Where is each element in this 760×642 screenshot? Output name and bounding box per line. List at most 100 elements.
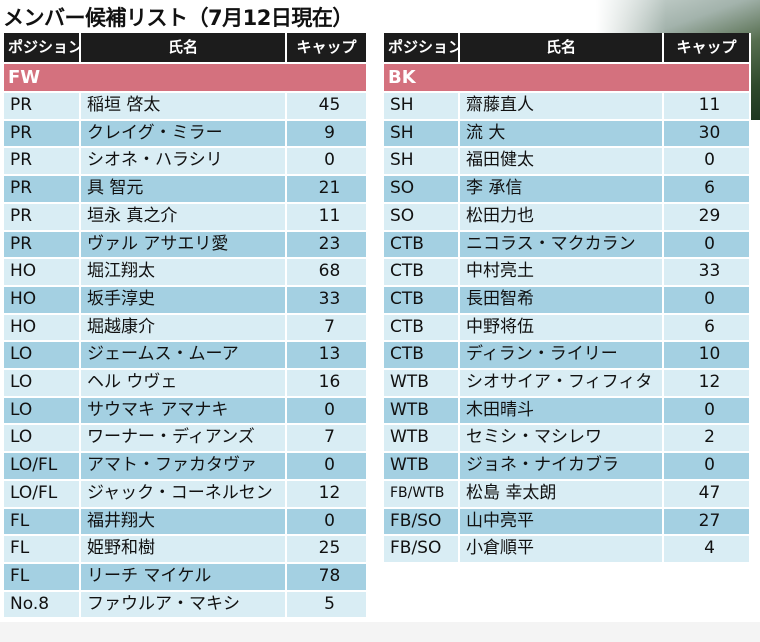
position-cell: LO (4, 396, 81, 426)
table-row: LO サウマキ アマナキ 0 (4, 396, 368, 426)
table-row: LO/FL アマト・ファカタヴァ 0 (4, 452, 368, 481)
player-name-cell: 齋藤直人 (459, 92, 664, 121)
caps-cell: 27 (663, 507, 751, 537)
caps-cell: 33 (663, 258, 751, 287)
caps-cell: 0 (286, 452, 368, 481)
player-name-cell: 長田智希 (459, 285, 664, 315)
player-name-cell: 松田力也 (459, 202, 664, 232)
caps-cell: 23 (286, 230, 368, 260)
table-row: WTB シオサイア・フィフィタ 12 (384, 369, 751, 398)
table-row: No.8 ファウルア・マキシ 5 (4, 590, 368, 620)
player-name-cell: 具 智元 (80, 175, 287, 204)
position-cell: No.8 (4, 590, 81, 620)
caps-cell: 4 (663, 535, 751, 564)
caps-cell: 21 (286, 175, 368, 204)
player-name-cell: ヘル ウヴェ (80, 369, 287, 398)
caps-cell: 0 (663, 230, 751, 260)
table-row: FL リーチ マイケル 78 (4, 562, 368, 592)
player-name-cell: 福井翔大 (80, 507, 287, 537)
group-row-fw: FW (4, 63, 368, 93)
position-cell: SH (384, 92, 460, 121)
position-cell: SO (384, 175, 460, 204)
position-cell: FL (4, 507, 81, 537)
position-cell: CTB (384, 285, 460, 315)
caps-cell: 11 (286, 202, 368, 232)
page-title: メンバー候補リスト（7月12日現在） (3, 6, 353, 30)
group-label: BK (384, 63, 751, 93)
table-row: PR 具 智元 21 (4, 175, 368, 204)
caps-cell: 9 (286, 119, 368, 149)
table-row: WTB セミシ・マシレワ 2 (384, 424, 751, 454)
player-name-cell: セミシ・マシレワ (459, 424, 664, 454)
position-cell: CTB (384, 258, 460, 287)
player-name-cell: サウマキ アマナキ (80, 396, 287, 426)
position-cell: PR (4, 230, 81, 260)
caps-cell: 13 (286, 341, 368, 371)
position-cell: WTB (384, 396, 460, 426)
caps-cell: 6 (663, 313, 751, 343)
player-name-cell: 李 承信 (459, 175, 664, 204)
player-name-cell: ファウルア・マキシ (80, 590, 287, 620)
player-name-cell: 中野将伍 (459, 313, 664, 343)
caps-cell: 68 (286, 258, 368, 287)
table-row: PR 垣永 真之介 11 (4, 202, 368, 232)
table-row: CTB 長田智希 0 (384, 285, 751, 315)
table-row: PR ヴァル アサエリ愛 23 (4, 230, 368, 260)
position-cell: HO (4, 285, 81, 315)
table-row: HO 坂手淳史 33 (4, 285, 368, 315)
caps-cell: 30 (663, 119, 751, 149)
caps-cell: 33 (286, 285, 368, 315)
table-row: CTB 中村亮土 33 (384, 258, 751, 287)
position-cell: LO/FL (4, 479, 81, 509)
caps-cell: 12 (663, 369, 751, 398)
table-row: FB/WTB 松島 幸太朗 47 (384, 479, 751, 509)
caps-cell: 47 (663, 479, 751, 509)
caps-cell: 16 (286, 369, 368, 398)
caps-header: キャップ (286, 33, 368, 64)
player-name-cell: リーチ マイケル (80, 562, 287, 592)
position-cell: WTB (384, 452, 460, 481)
table-row: SH 流 大 30 (384, 119, 751, 149)
caps-cell: 6 (663, 175, 751, 204)
caps-header: キャップ (663, 33, 751, 64)
caps-cell: 25 (286, 535, 368, 564)
position-cell: LO (4, 424, 81, 454)
position-header: ポジション (4, 33, 81, 64)
player-name-cell: 坂手淳史 (80, 285, 287, 315)
table-row: WTB 木田晴斗 0 (384, 396, 751, 426)
header-row: ポジション 氏名 キャップ (4, 33, 368, 64)
player-name-cell: ディラン・ライリー (459, 341, 664, 371)
position-cell: CTB (384, 313, 460, 343)
table-row: HO 堀越康介 7 (4, 313, 368, 343)
table-row: HO 堀江翔太 68 (4, 258, 368, 287)
player-name-cell: 木田晴斗 (459, 396, 664, 426)
caps-cell: 2 (663, 424, 751, 454)
table-row: LO ジェームス・ムーア 13 (4, 341, 368, 371)
position-cell: LO/FL (4, 452, 81, 481)
player-name-cell: 福田健太 (459, 147, 664, 177)
header-row: ポジション 氏名 キャップ (384, 33, 751, 64)
caps-cell: 7 (286, 424, 368, 454)
caps-cell: 5 (286, 590, 368, 620)
table-row: PR クレイグ・ミラー 9 (4, 119, 368, 149)
caps-cell: 0 (663, 147, 751, 177)
caps-cell: 29 (663, 202, 751, 232)
player-name-cell: 山中亮平 (459, 507, 664, 537)
player-name-cell: シオネ・ハラシリ (80, 147, 287, 177)
position-cell: WTB (384, 369, 460, 398)
position-cell: FL (4, 535, 81, 564)
player-name-cell: 松島 幸太朗 (459, 479, 664, 509)
table-row: CTB 中野将伍 6 (384, 313, 751, 343)
table-row: FL 姫野和樹 25 (4, 535, 368, 564)
position-cell: LO (4, 341, 81, 371)
table-row: FB/SO 小倉順平 4 (384, 535, 751, 564)
position-cell: PR (4, 147, 81, 177)
position-cell: SH (384, 147, 460, 177)
table-row: PR シオネ・ハラシリ 0 (4, 147, 368, 177)
table-row: FB/SO 山中亮平 27 (384, 507, 751, 537)
position-cell: PR (4, 119, 81, 149)
player-name-cell: アマト・ファカタヴァ (80, 452, 287, 481)
position-cell: FL (4, 562, 81, 592)
group-label: FW (4, 63, 368, 93)
table-row: LO ワーナー・ディアンズ 7 (4, 424, 368, 454)
